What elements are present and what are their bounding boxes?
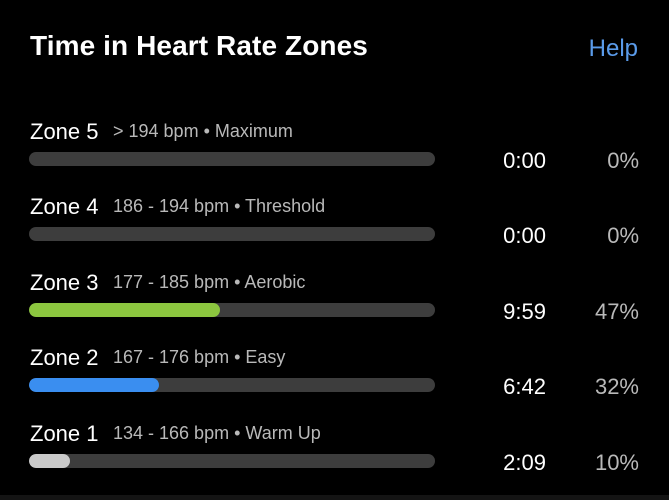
zone-detail: > 194 bpm • Maximum: [113, 121, 293, 141]
zone-detail: 177 - 185 bpm • Aerobic: [113, 272, 306, 292]
zone-progress-fill: [29, 303, 220, 317]
zone-time: 6:42: [503, 374, 546, 399]
zone-row-2: Zone 2 167 - 176 bpm • Easy 6:42 32%: [0, 345, 669, 411]
page-title: Time in Heart Rate Zones: [30, 30, 368, 61]
zone-detail: 167 - 176 bpm • Easy: [113, 347, 286, 367]
help-link[interactable]: Help: [588, 35, 638, 62]
zone-name: Zone 4: [30, 194, 99, 219]
zone-percent: 32%: [594, 374, 639, 399]
bottom-edge-divider: [0, 495, 669, 500]
zone-progress-fill: [29, 454, 70, 468]
zone-name: Zone 1: [30, 421, 99, 446]
zone-progress-fill: [29, 378, 159, 392]
zone-row-1: Zone 1 134 - 166 bpm • Warm Up 2:09 10%: [0, 421, 669, 487]
zone-progress-track: [29, 152, 435, 166]
zone-detail: 186 - 194 bpm • Threshold: [113, 196, 326, 216]
zone-progress-track: [29, 303, 435, 317]
zone-progress-track: [29, 378, 435, 392]
zone-time: 0:00: [503, 223, 546, 248]
zone-time: 9:59: [503, 299, 546, 324]
zone-row-3: Zone 3 177 - 185 bpm • Aerobic 9:59 47%: [0, 270, 669, 336]
zone-detail: 134 - 166 bpm • Warm Up: [113, 423, 321, 443]
header: Time in Heart Rate Zones Help: [0, 0, 669, 100]
zone-row-5: Zone 5 > 194 bpm • Maximum 0:00 0%: [0, 119, 669, 185]
zone-progress-track: [29, 227, 435, 241]
zone-percent: 47%: [594, 299, 639, 324]
zone-progress-track: [29, 454, 435, 468]
zone-percent: 0%: [607, 148, 639, 173]
zone-name: Zone 2: [30, 345, 99, 370]
zone-name: Zone 5: [30, 119, 99, 144]
zone-name: Zone 3: [30, 270, 99, 295]
zone-time: 0:00: [503, 148, 546, 173]
zone-row-4: Zone 4 186 - 194 bpm • Threshold 0:00 0%: [0, 194, 669, 260]
zone-percent: 10%: [594, 450, 639, 475]
zone-time: 2:09: [503, 450, 546, 475]
zone-percent: 0%: [607, 223, 639, 248]
